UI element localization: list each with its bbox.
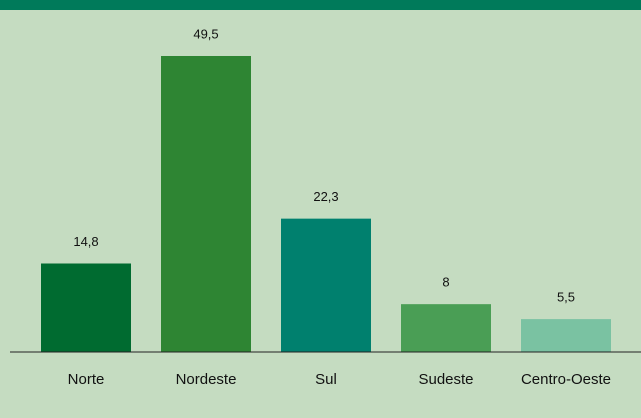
x-tick-label: Centro-Oeste xyxy=(521,371,611,388)
bar xyxy=(41,263,131,352)
value-label: 8 xyxy=(442,275,449,290)
value-label: 5,5 xyxy=(557,290,575,305)
x-tick-label: Sul xyxy=(315,371,337,388)
x-tick-label: Nordeste xyxy=(176,371,237,388)
bar xyxy=(281,218,371,352)
value-label: 14,8 xyxy=(73,234,98,249)
x-tick-label: Sudeste xyxy=(418,371,473,388)
bar xyxy=(521,319,611,352)
value-label: 49,5 xyxy=(193,26,218,41)
header-band xyxy=(0,0,641,10)
value-label: 22,3 xyxy=(313,189,338,204)
x-tick-label: Norte xyxy=(68,371,105,388)
bar xyxy=(161,55,251,353)
bar xyxy=(401,304,491,352)
